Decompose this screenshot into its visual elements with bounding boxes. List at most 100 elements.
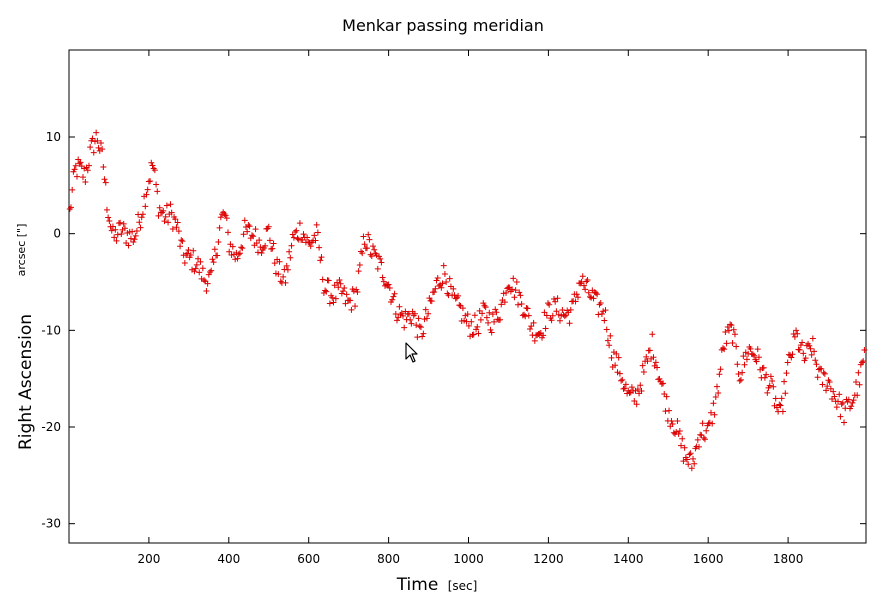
data-point — [229, 243, 236, 250]
data-point — [580, 282, 587, 289]
data-point — [606, 342, 613, 349]
data-point — [737, 376, 744, 383]
data-point — [566, 320, 573, 327]
data-point — [248, 232, 255, 239]
data-point — [431, 288, 438, 295]
data-point — [525, 312, 532, 319]
data-point — [699, 420, 706, 427]
data-point — [174, 219, 181, 226]
data-point — [778, 395, 785, 402]
x-axis: 200 400 600 800 1000 1200 1400 1600 1800 — [137, 50, 803, 566]
data-point — [307, 243, 314, 250]
data-point — [702, 436, 709, 443]
data-point — [544, 300, 551, 307]
data-point — [184, 250, 191, 257]
data-point — [837, 413, 844, 420]
data-point — [616, 370, 623, 377]
data-point — [270, 240, 277, 247]
data-point — [556, 317, 563, 324]
data-point — [783, 370, 790, 377]
y-axis: 10 0 -10 -20 -30 — [41, 130, 866, 531]
data-point — [385, 281, 392, 288]
data-point — [561, 313, 568, 320]
data-point — [663, 393, 670, 400]
data-point — [838, 401, 845, 408]
data-point — [602, 307, 609, 314]
data-point — [763, 371, 770, 378]
data-point — [527, 326, 534, 333]
data-point — [760, 364, 767, 371]
data-point — [422, 306, 429, 313]
data-point — [156, 204, 163, 211]
data-point — [414, 334, 421, 341]
data-point — [598, 310, 605, 317]
data-point — [644, 358, 651, 365]
data-point — [835, 398, 842, 405]
data-point — [185, 246, 192, 253]
data-point — [163, 202, 170, 209]
data-point — [797, 342, 804, 349]
x-tick-label: 1400 — [613, 552, 644, 566]
data-point — [342, 300, 349, 307]
data-point — [216, 224, 223, 231]
data-point — [849, 399, 856, 406]
data-point — [408, 320, 415, 327]
data-point — [793, 327, 800, 334]
data-point — [730, 326, 737, 333]
data-point — [423, 315, 430, 322]
data-point — [751, 352, 758, 359]
data-point — [584, 276, 591, 283]
data-point — [366, 236, 373, 243]
data-point — [443, 278, 450, 285]
data-point — [697, 431, 704, 438]
data-point — [509, 286, 516, 293]
data-point — [626, 389, 633, 396]
data-point — [93, 129, 100, 136]
chart-title: Menkar passing meridian — [342, 16, 544, 35]
data-point — [515, 301, 522, 308]
data-point — [853, 379, 860, 386]
data-point — [311, 232, 318, 239]
data-point — [482, 304, 489, 311]
data-point — [210, 259, 217, 266]
data-point — [577, 280, 584, 287]
data-point — [477, 316, 484, 323]
data-point — [542, 325, 549, 332]
data-point — [258, 249, 265, 256]
data-point — [615, 354, 622, 361]
data-point — [841, 419, 848, 426]
data-point — [405, 310, 412, 317]
data-point — [293, 227, 300, 234]
data-point — [608, 354, 615, 361]
data-point — [813, 361, 820, 368]
data-point — [511, 294, 518, 301]
data-point — [79, 174, 86, 181]
data-point — [543, 312, 550, 319]
data-point — [607, 332, 614, 339]
data-point — [177, 243, 184, 250]
data-point — [178, 237, 185, 244]
data-point — [225, 229, 232, 236]
data-point — [612, 362, 619, 369]
data-point — [688, 465, 695, 472]
x-tick-label: 1200 — [533, 552, 564, 566]
data-point — [552, 298, 559, 305]
data-point — [111, 234, 118, 241]
data-point — [205, 271, 212, 278]
data-point — [676, 427, 683, 434]
data-point — [736, 377, 743, 384]
data-point — [861, 346, 868, 353]
data-point — [130, 239, 137, 246]
data-point — [675, 431, 682, 438]
data-point — [265, 223, 272, 230]
data-point — [226, 248, 233, 255]
data-point — [643, 353, 650, 360]
data-point — [743, 356, 750, 363]
data-point — [585, 289, 592, 296]
data-point — [148, 159, 155, 166]
data-point — [468, 318, 475, 325]
data-point — [788, 354, 795, 361]
data-point — [789, 351, 796, 358]
y-axis-label: Right Ascension — [16, 314, 36, 450]
data-point — [721, 346, 728, 353]
